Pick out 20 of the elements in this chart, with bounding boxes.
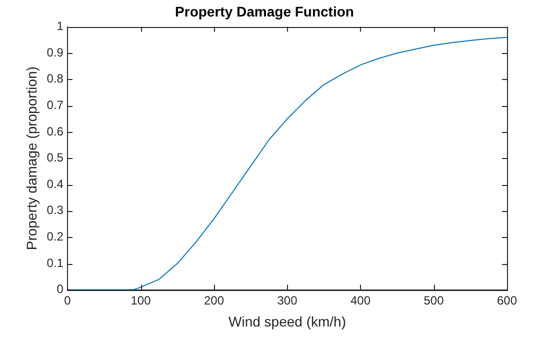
y-tick-label: 0.2	[46, 230, 64, 244]
y-tick-label: 0.9	[46, 45, 64, 60]
x-tick-label: 200	[204, 293, 224, 308]
y-tick-label: 0.8	[46, 72, 64, 86]
y-tick-label: 0.3	[46, 203, 64, 218]
y-axis-title: Property damage (proportion)	[23, 66, 40, 250]
x-tick-label: 100	[130, 293, 152, 308]
x-tick-label: 300	[277, 293, 298, 308]
x-tick-label: 400	[350, 293, 371, 308]
y-tick-label: 0.7	[46, 98, 64, 112]
y-tick-label: 0.6	[46, 124, 64, 138]
chart-title: Property Damage Function	[175, 3, 354, 20]
y-tick-label: 0.4	[46, 176, 64, 191]
y-tick-label: 1	[56, 19, 64, 34]
y-tick-label: 0	[56, 282, 64, 296]
x-tick-label: 600	[496, 293, 518, 308]
x-tick-label: 500	[424, 293, 444, 308]
y-tick-label: 0.5	[46, 150, 64, 165]
x-axis-title: Wind speed (km/h)	[228, 313, 346, 330]
y-tick-label: 0.1	[46, 256, 64, 270]
